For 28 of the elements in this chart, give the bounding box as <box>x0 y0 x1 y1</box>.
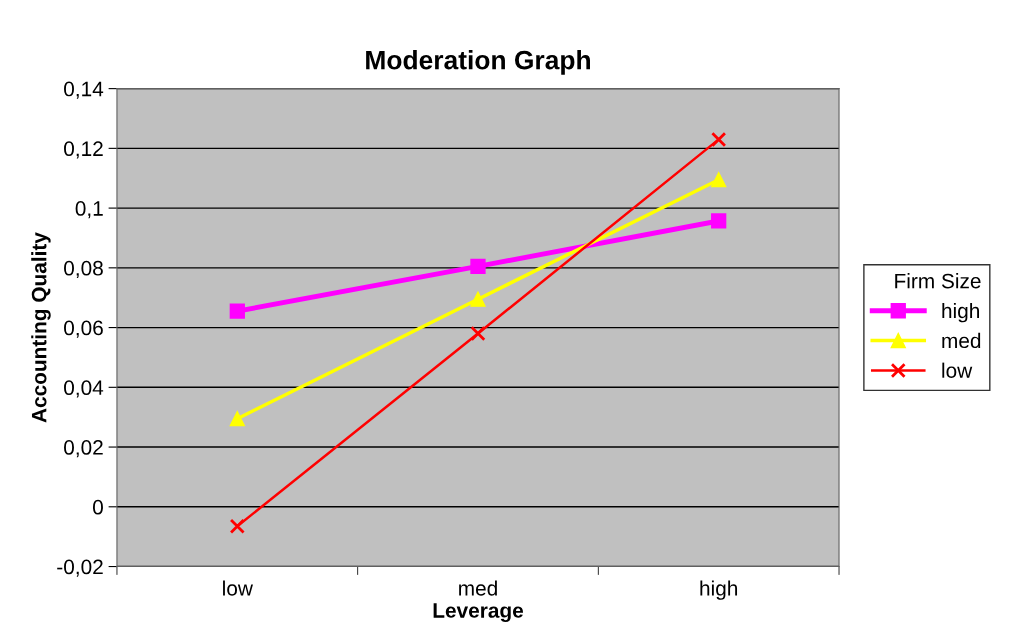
x-tick-label: med <box>459 580 497 596</box>
legend-label: med <box>942 332 981 349</box>
point <box>229 518 245 534</box>
y-tick-label: 0,06 <box>64 320 103 338</box>
y-tick-label: 0,1 <box>75 201 103 219</box>
y-tick-label: 0,08 <box>64 260 103 279</box>
y-tick-label: -0,02 <box>57 559 103 577</box>
point <box>229 411 245 427</box>
x-axis-title: Leverage <box>433 603 524 623</box>
point <box>470 291 486 307</box>
point <box>711 172 727 188</box>
y-tick-label: 0,14 <box>64 81 104 99</box>
x-tick-label: low <box>223 580 253 596</box>
y-tick-label: 0,04 <box>64 380 104 398</box>
legend-label: low <box>942 362 973 378</box>
point <box>229 303 245 319</box>
x-tick-label: high <box>700 580 738 600</box>
point <box>711 131 727 148</box>
legend-label: high <box>942 302 979 323</box>
y-tick-label: 0,02 <box>64 440 103 458</box>
y-tick-label: 0 <box>92 499 103 515</box>
y-tick-label: 0,12 <box>64 141 103 159</box>
chart-title: Moderation Graph <box>366 50 590 75</box>
point <box>470 325 486 342</box>
y-axis-title: Accounting Quality <box>31 232 51 423</box>
legend-title: Firm Size <box>895 273 981 289</box>
point <box>711 213 727 229</box>
point <box>470 258 486 274</box>
